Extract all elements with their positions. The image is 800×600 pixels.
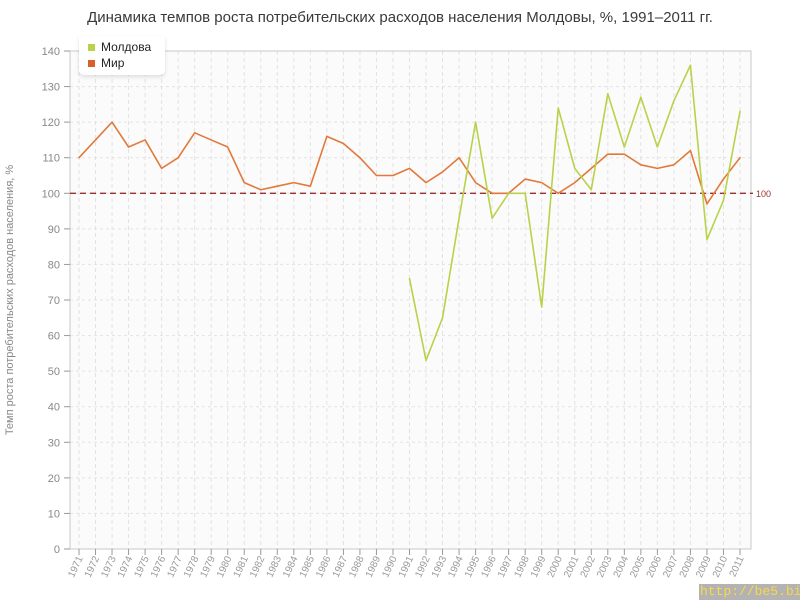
svg-text:60: 60 xyxy=(48,331,60,343)
svg-text:100: 100 xyxy=(756,189,771,199)
svg-text:110: 110 xyxy=(42,153,60,165)
svg-text:70: 70 xyxy=(48,295,60,307)
svg-text:100: 100 xyxy=(42,188,60,200)
svg-text:130: 130 xyxy=(42,82,60,94)
svg-text:10: 10 xyxy=(48,508,60,520)
svg-text:0: 0 xyxy=(54,544,60,556)
svg-text:120: 120 xyxy=(42,117,60,129)
svg-text:50: 50 xyxy=(48,366,60,378)
svg-text:40: 40 xyxy=(48,402,60,414)
svg-text:140: 140 xyxy=(42,46,60,58)
svg-text:80: 80 xyxy=(48,259,60,271)
svg-text:20: 20 xyxy=(48,473,60,485)
svg-text:90: 90 xyxy=(48,224,60,236)
svg-text:2011: 2011 xyxy=(728,554,747,579)
svg-text:30: 30 xyxy=(48,437,60,449)
svg-text:2010: 2010 xyxy=(711,554,731,579)
